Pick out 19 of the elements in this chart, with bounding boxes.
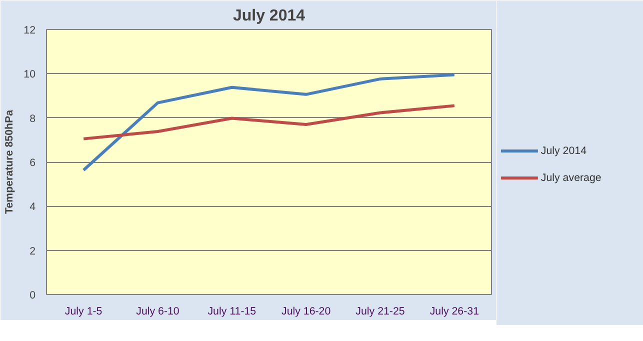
y-tick-label: 10 <box>24 68 36 81</box>
y-axis-title: Temperature 850hPa <box>4 110 16 214</box>
line-series <box>82 104 456 140</box>
line-series <box>82 73 456 172</box>
y-tick-label: 6 <box>30 157 36 169</box>
legend-label: July average <box>540 172 602 184</box>
x-tick-label: July 26-31 <box>430 306 480 318</box>
y-tick-label: 12 <box>24 24 36 36</box>
y-tick-label: 4 <box>30 201 36 214</box>
x-tick-label: July 21-25 <box>356 306 405 318</box>
x-tick-label: July 16-20 <box>282 306 331 318</box>
y-tick-label: 2 <box>30 245 36 258</box>
y-tick-label: 0 <box>30 290 36 302</box>
y-tick-label: 8 <box>30 112 36 125</box>
x-tick-label: July 6-10 <box>136 306 180 318</box>
legend-label: July 2014 <box>540 145 587 157</box>
chart-title: July 2014 <box>232 8 306 24</box>
x-tick-label: July 11-15 <box>208 306 256 318</box>
x-tick-label: July 1-5 <box>64 306 102 318</box>
